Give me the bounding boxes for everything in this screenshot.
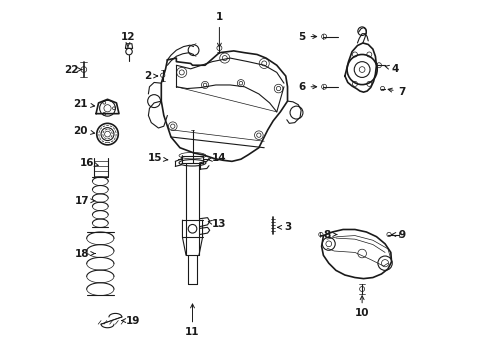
Text: 12: 12 — [121, 32, 135, 47]
Text: 17: 17 — [75, 196, 95, 206]
Text: 5: 5 — [298, 32, 316, 41]
Text: 9: 9 — [391, 230, 404, 239]
Text: 18: 18 — [75, 248, 95, 258]
Text: 20: 20 — [73, 126, 94, 135]
Text: 22: 22 — [64, 64, 81, 75]
Text: 7: 7 — [387, 87, 405, 97]
Text: 6: 6 — [298, 82, 316, 92]
Text: 2: 2 — [144, 71, 157, 81]
Text: 10: 10 — [354, 296, 368, 318]
Text: 11: 11 — [185, 304, 199, 337]
Text: 16: 16 — [80, 158, 98, 168]
Text: 13: 13 — [208, 219, 226, 229]
Text: 1: 1 — [215, 12, 223, 47]
Text: 14: 14 — [208, 153, 226, 163]
Text: 8: 8 — [323, 230, 336, 239]
Text: 3: 3 — [277, 222, 290, 232]
Text: 19: 19 — [122, 316, 140, 325]
Text: 15: 15 — [147, 153, 167, 163]
Text: 4: 4 — [385, 64, 398, 74]
Text: 21: 21 — [73, 99, 94, 109]
